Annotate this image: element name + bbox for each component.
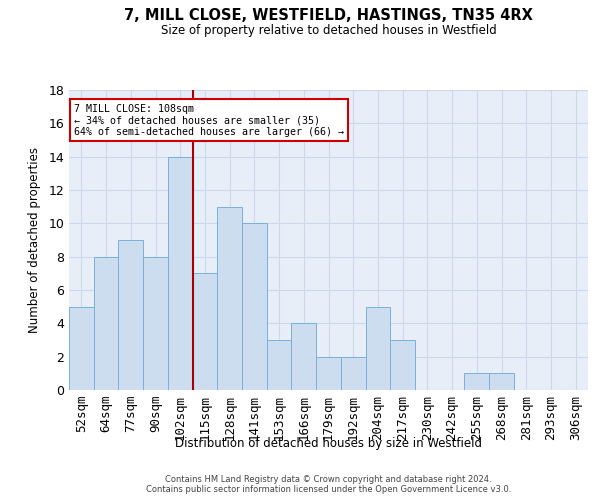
Y-axis label: Number of detached properties: Number of detached properties bbox=[28, 147, 41, 333]
Bar bbox=[390, 340, 415, 390]
Bar bbox=[168, 156, 193, 390]
Bar bbox=[118, 240, 143, 390]
Bar bbox=[341, 356, 365, 390]
Bar bbox=[193, 274, 217, 390]
Bar bbox=[316, 356, 341, 390]
Bar bbox=[365, 306, 390, 390]
Bar bbox=[489, 374, 514, 390]
Text: 7, MILL CLOSE, WESTFIELD, HASTINGS, TN35 4RX: 7, MILL CLOSE, WESTFIELD, HASTINGS, TN35… bbox=[124, 8, 533, 22]
Text: Contains HM Land Registry data © Crown copyright and database right 2024.
Contai: Contains HM Land Registry data © Crown c… bbox=[146, 474, 511, 494]
Bar bbox=[217, 206, 242, 390]
Bar bbox=[94, 256, 118, 390]
Text: Distribution of detached houses by size in Westfield: Distribution of detached houses by size … bbox=[175, 438, 482, 450]
Bar bbox=[242, 224, 267, 390]
Text: Size of property relative to detached houses in Westfield: Size of property relative to detached ho… bbox=[161, 24, 497, 37]
Bar bbox=[292, 324, 316, 390]
Bar bbox=[464, 374, 489, 390]
Bar bbox=[267, 340, 292, 390]
Bar bbox=[69, 306, 94, 390]
Text: 7 MILL CLOSE: 108sqm
← 34% of detached houses are smaller (35)
64% of semi-detac: 7 MILL CLOSE: 108sqm ← 34% of detached h… bbox=[74, 104, 344, 136]
Bar bbox=[143, 256, 168, 390]
